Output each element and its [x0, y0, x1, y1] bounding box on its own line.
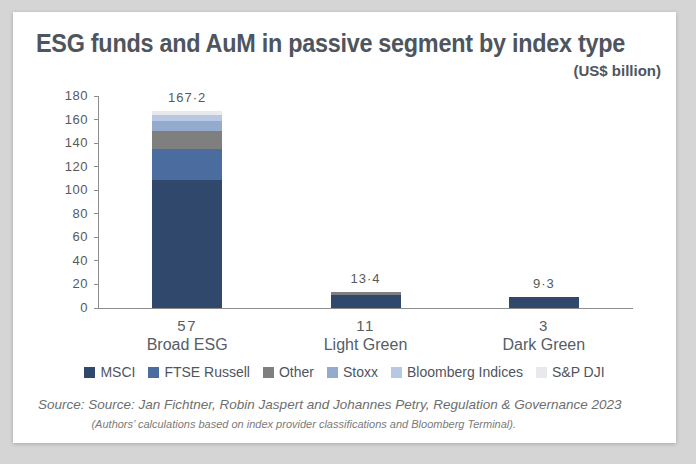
- legend-swatch: [148, 367, 159, 378]
- legend-label: Other: [279, 364, 314, 380]
- legend-swatch: [327, 367, 338, 378]
- legend-label: MSCI: [100, 364, 135, 380]
- legend-label: Bloomberg Indices: [407, 364, 523, 380]
- legend-item-other: Other: [263, 364, 314, 380]
- category-fund-count: 3: [479, 317, 609, 334]
- y-axis-tick-label: 0: [46, 300, 88, 315]
- y-axis-tick-label: 100: [46, 182, 88, 197]
- chart-title: ESG funds and AuM in passive segment by …: [36, 28, 625, 59]
- legend: MSCI FTSE Russell Other Stoxx Bloomberg Indi…: [13, 364, 676, 380]
- y-axis-tick: [94, 213, 98, 214]
- bar-segment-msci: [331, 295, 401, 308]
- y-axis-tick: [94, 119, 98, 120]
- y-axis-tick-label: 140: [46, 135, 88, 150]
- legend-item-stoxx: Stoxx: [327, 364, 378, 380]
- y-axis-tick: [94, 166, 98, 167]
- chart-units-label: (US$ billion): [574, 62, 662, 79]
- y-axis-tick: [94, 308, 98, 309]
- legend-label: S&P DJI: [552, 364, 605, 380]
- bar-total-label: 167·2: [142, 90, 232, 105]
- legend-label: FTSE Russell: [164, 364, 250, 380]
- source-note: Source: Source: Jan Fichtner, Robin Jasp…: [38, 397, 516, 430]
- bar-segment-msci: [152, 180, 222, 308]
- bar-segment-bloomberg-indices: [152, 115, 222, 121]
- source-line1: Source: Source: Jan Fichtner, Robin Jasp…: [38, 397, 516, 412]
- y-axis-tick: [94, 260, 98, 261]
- chart-card: ESG funds and AuM in passive segment by …: [13, 12, 676, 443]
- category-fund-count: 57: [122, 317, 252, 334]
- legend-swatch: [263, 367, 274, 378]
- y-axis-tick-label: 60: [46, 229, 88, 244]
- bar-segment-ftse-russell: [152, 149, 222, 180]
- bar-total-label: 9·3: [499, 276, 589, 291]
- y-axis-tick-label: 40: [46, 253, 88, 268]
- legend-swatch: [391, 367, 402, 378]
- bar-segment-msci: [509, 297, 579, 308]
- category-label: Light Green: [291, 336, 441, 354]
- plot-area: 020406080100120140160180167·257Broad ESG…: [98, 96, 633, 308]
- y-axis-tick-label: 120: [46, 159, 88, 174]
- legend-label: Stoxx: [343, 364, 378, 380]
- y-axis-tick: [94, 284, 98, 285]
- category-label: Dark Green: [469, 336, 619, 354]
- y-axis-tick-label: 180: [46, 88, 88, 103]
- source-line2: (Authors’ calculations based on index pr…: [38, 418, 516, 430]
- category-fund-count: 11: [301, 317, 431, 334]
- y-axis-tick-label: 80: [46, 206, 88, 221]
- bar-segment-other: [331, 292, 401, 294]
- category-label: Broad ESG: [112, 336, 262, 354]
- bar-segment-other: [152, 131, 222, 149]
- bar-segment-s-p-dji: [152, 111, 222, 114]
- legend-item-msci: MSCI: [84, 364, 135, 380]
- y-axis-tick: [94, 190, 98, 191]
- y-axis-tick-label: 160: [46, 112, 88, 127]
- y-axis-tick: [94, 96, 98, 97]
- bar-total-label: 13·4: [321, 271, 411, 286]
- x-axis-line: [98, 308, 633, 309]
- legend-swatch: [84, 367, 95, 378]
- y-axis-tick-label: 20: [46, 276, 88, 291]
- legend-item-s-p-dji: S&P DJI: [536, 364, 605, 380]
- y-axis-line: [98, 96, 99, 308]
- legend-item-ftse-russell: FTSE Russell: [148, 364, 250, 380]
- legend-swatch: [536, 367, 547, 378]
- y-axis-tick: [94, 237, 98, 238]
- bar-segment-stoxx: [152, 121, 222, 131]
- legend-item-bloomberg-indices: Bloomberg Indices: [391, 364, 523, 380]
- y-axis-tick: [94, 143, 98, 144]
